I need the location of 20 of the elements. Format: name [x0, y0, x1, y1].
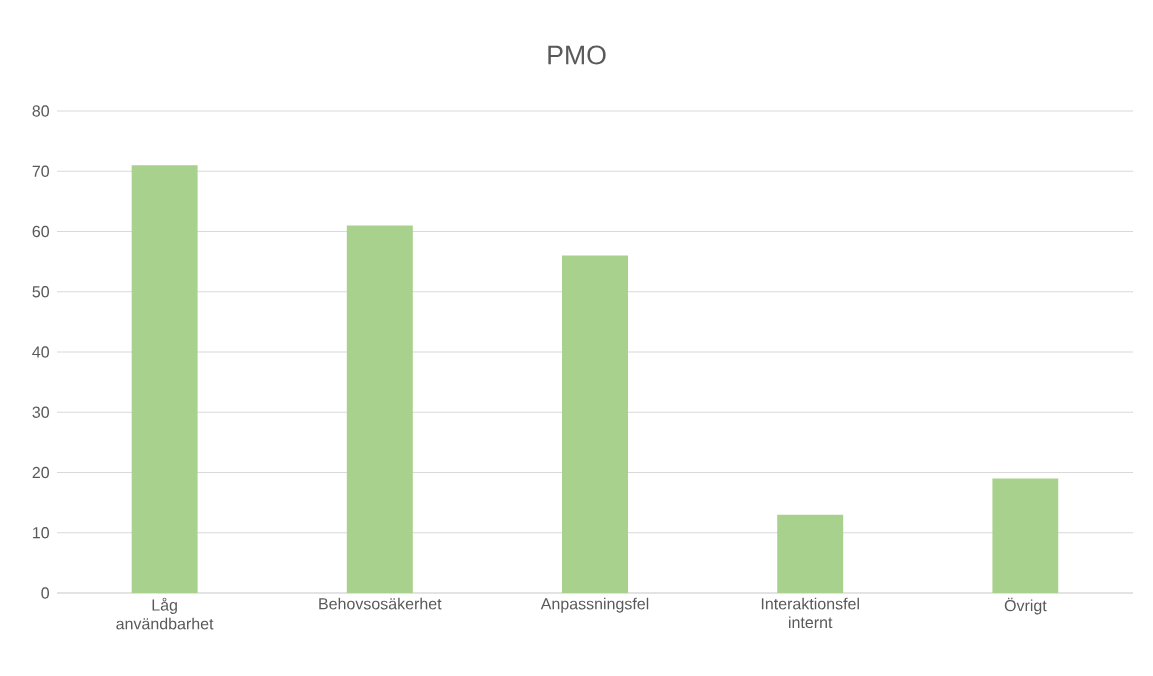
- y-tick-label: 10: [33, 527, 50, 539]
- bar: [777, 514, 844, 593]
- y-tick-label: 30: [32, 406, 50, 418]
- y-tick-label: 40: [32, 346, 50, 358]
- bar: [992, 478, 1059, 593]
- y-tick-label: 80: [32, 105, 50, 117]
- y-tick-label: 70: [32, 165, 50, 177]
- bar: [562, 255, 629, 593]
- y-tick-label: 20: [32, 466, 50, 479]
- x-tick-label: Övrigt: [1004, 597, 1047, 615]
- x-tick-label: Anpassningsfel: [540, 597, 649, 613]
- chart-title: PMO: [548, 45, 606, 65]
- x-tick-label: Behovsosäkerhet: [319, 597, 442, 610]
- bar: [346, 225, 413, 593]
- x-tick-label: Låg användbarhet: [116, 597, 214, 630]
- y-tick-label: 60: [32, 225, 50, 238]
- bar: [131, 165, 198, 593]
- y-tick-label: 50: [32, 286, 50, 298]
- x-tick-label: Interaktionsfel internt: [761, 597, 859, 629]
- y-tick-label: 0: [41, 587, 50, 599]
